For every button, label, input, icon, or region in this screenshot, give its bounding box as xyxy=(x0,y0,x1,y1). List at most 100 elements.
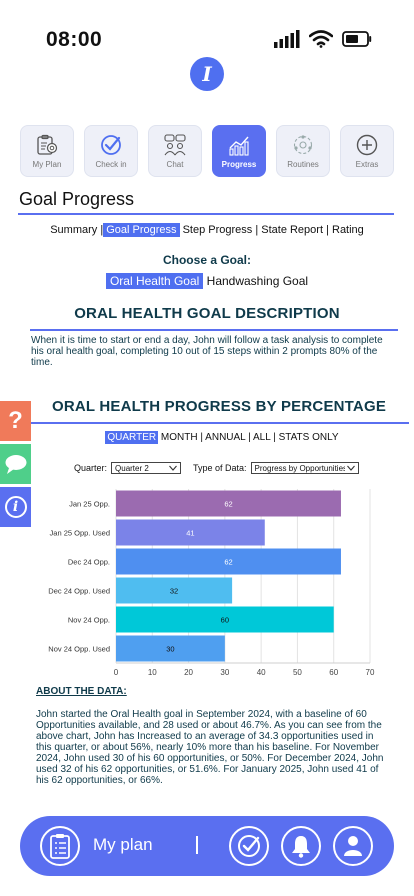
tab-state-report[interactable]: State Report xyxy=(261,224,324,236)
goal-handwashing[interactable]: Handwashing Goal xyxy=(206,274,309,288)
nav-item-my-plan[interactable]: My Plan xyxy=(20,125,74,177)
clipboard-target-icon xyxy=(37,134,58,155)
nav-label: Extras xyxy=(355,160,379,169)
goal-oral-health[interactable]: Oral Health Goal xyxy=(105,273,204,289)
chart-bar xyxy=(116,606,334,633)
chart-data-label: 60 xyxy=(221,616,229,625)
title-divider xyxy=(18,213,394,215)
chart-data-label: 62 xyxy=(224,558,232,567)
top-nav: My Plan Check in Chat xyxy=(20,125,394,177)
my-plan-button[interactable] xyxy=(40,826,80,866)
bar-chart-icon xyxy=(229,136,249,156)
check-in-button[interactable] xyxy=(229,826,269,866)
goal-description-heading: ORAL HEALTH GOAL DESCRIPTION xyxy=(74,305,340,322)
app-logo: I xyxy=(190,57,224,91)
chart-tick-label: 10 xyxy=(148,668,157,675)
quarter-label: Quarter: xyxy=(74,463,108,473)
chart-category-label: Dec 24 Opp. Used xyxy=(48,587,110,596)
tab-separator: | xyxy=(100,224,104,236)
tab-summary[interactable]: Summary xyxy=(50,224,98,236)
nav-label: Routines xyxy=(287,160,319,169)
nav-label: Check in xyxy=(95,160,127,169)
chart-tick-label: 50 xyxy=(293,668,302,675)
chart-tick-label: 40 xyxy=(257,668,266,675)
quarter-select[interactable]: Quarter 2 xyxy=(111,462,182,474)
progress-bar-chart: Jan 25 Opp. 62 Jan 25 Opp. Used 41 Dec 24 Op… xyxy=(48,489,375,675)
battery-icon xyxy=(342,31,372,47)
tab-rating[interactable]: Rating xyxy=(332,224,364,236)
plus-circle-icon xyxy=(356,134,378,156)
clipboard-list-icon xyxy=(50,834,70,859)
period-separator: | xyxy=(273,432,276,443)
progress-heading: ORAL HEALTH PROGRESS BY PERCENTAGE xyxy=(51,398,387,415)
tab-goal-progress[interactable]: Goal Progress xyxy=(103,223,180,237)
status-time: 08:00 xyxy=(46,28,103,51)
bell-icon xyxy=(292,836,310,858)
period-month[interactable]: MONTH xyxy=(160,432,198,443)
period-stats-only[interactable]: STATS ONLY xyxy=(278,432,339,443)
profile-button[interactable] xyxy=(333,826,373,866)
check-circle-icon xyxy=(238,835,260,857)
chart-tick-label: 30 xyxy=(220,668,229,675)
goal-selector: Oral Health Goal Handwashing Goal xyxy=(0,273,414,289)
help-tab[interactable]: ? xyxy=(0,401,31,441)
check-circle-icon xyxy=(101,135,121,155)
info-tab[interactable]: i xyxy=(0,487,31,527)
chevron-down-icon xyxy=(346,465,355,471)
tab-separator: | xyxy=(255,224,259,236)
chart-bar xyxy=(116,635,225,662)
nav-item-check-in[interactable]: Check in xyxy=(84,125,138,177)
chart-tick-label: 0 xyxy=(114,668,119,675)
nav-label: Chat xyxy=(166,160,184,169)
progress-divider xyxy=(31,422,409,424)
chart-bar xyxy=(116,577,233,604)
period-quarter[interactable]: QUARTER xyxy=(105,431,159,444)
chart-category-label: Jan 25 Opp. Used xyxy=(50,529,110,538)
bottom-bar-label[interactable]: My plan xyxy=(93,835,153,854)
nav-item-extras[interactable]: Extras xyxy=(340,125,394,177)
chevron-down-icon xyxy=(169,465,177,471)
about-data-heading: ABOUT THE DATA: xyxy=(36,686,127,697)
chart-bar xyxy=(116,548,341,575)
chart-tick-label: 20 xyxy=(184,668,193,675)
chart-category-label: Nov 24 Opp. xyxy=(68,616,110,625)
chart-filters: Quarter: Quarter 2 Type of Data: Progres… xyxy=(74,462,359,474)
chart-data-label: 32 xyxy=(170,587,178,596)
routine-cycle-icon xyxy=(293,135,313,155)
nav-label: My Plan xyxy=(32,160,62,169)
user-icon xyxy=(344,836,362,856)
chart-bar xyxy=(116,519,265,546)
chat-tab[interactable] xyxy=(0,444,31,484)
chart-data-label: 30 xyxy=(166,645,174,654)
cellular-signal-icon xyxy=(274,30,300,48)
goal-description-text: When it is time to start or end a day, J… xyxy=(31,335,383,368)
data-type-select[interactable]: Progress by Opportunities xyxy=(250,462,359,474)
wifi-icon xyxy=(309,30,333,48)
nav-item-chat[interactable]: Chat xyxy=(148,125,202,177)
nav-item-progress[interactable]: Progress xyxy=(212,125,266,177)
period-annual[interactable]: ANNUAL xyxy=(205,432,246,443)
chart-category-label: Jan 25 Opp. xyxy=(69,500,110,509)
period-all[interactable]: ALL xyxy=(253,432,271,443)
chart-category-label: Dec 24 Opp. xyxy=(68,558,110,567)
period-separator: | xyxy=(200,432,203,443)
status-bar: 08:00 xyxy=(0,24,414,56)
info-icon: i xyxy=(4,496,27,518)
bottom-bar: My plan xyxy=(20,816,394,876)
chart-bar xyxy=(116,490,341,517)
tab-step-progress[interactable]: Step Progress xyxy=(182,224,253,236)
period-separator: | xyxy=(248,432,251,443)
page-title: Goal Progress xyxy=(19,189,135,209)
bottom-bar-divider xyxy=(196,836,198,854)
description-divider xyxy=(30,329,398,331)
quarter-select-value: Quarter 2 xyxy=(115,463,149,473)
chat-people-icon xyxy=(164,134,186,156)
nav-label: Progress xyxy=(221,160,257,169)
about-data-text: John started the Oral Health goal in Sep… xyxy=(36,709,384,786)
tab-separator: | xyxy=(326,224,329,236)
notifications-button[interactable] xyxy=(281,826,321,866)
nav-item-routines[interactable]: Routines xyxy=(276,125,330,177)
chat-bubble-icon xyxy=(5,455,26,474)
chart-data-label: 41 xyxy=(186,529,194,538)
